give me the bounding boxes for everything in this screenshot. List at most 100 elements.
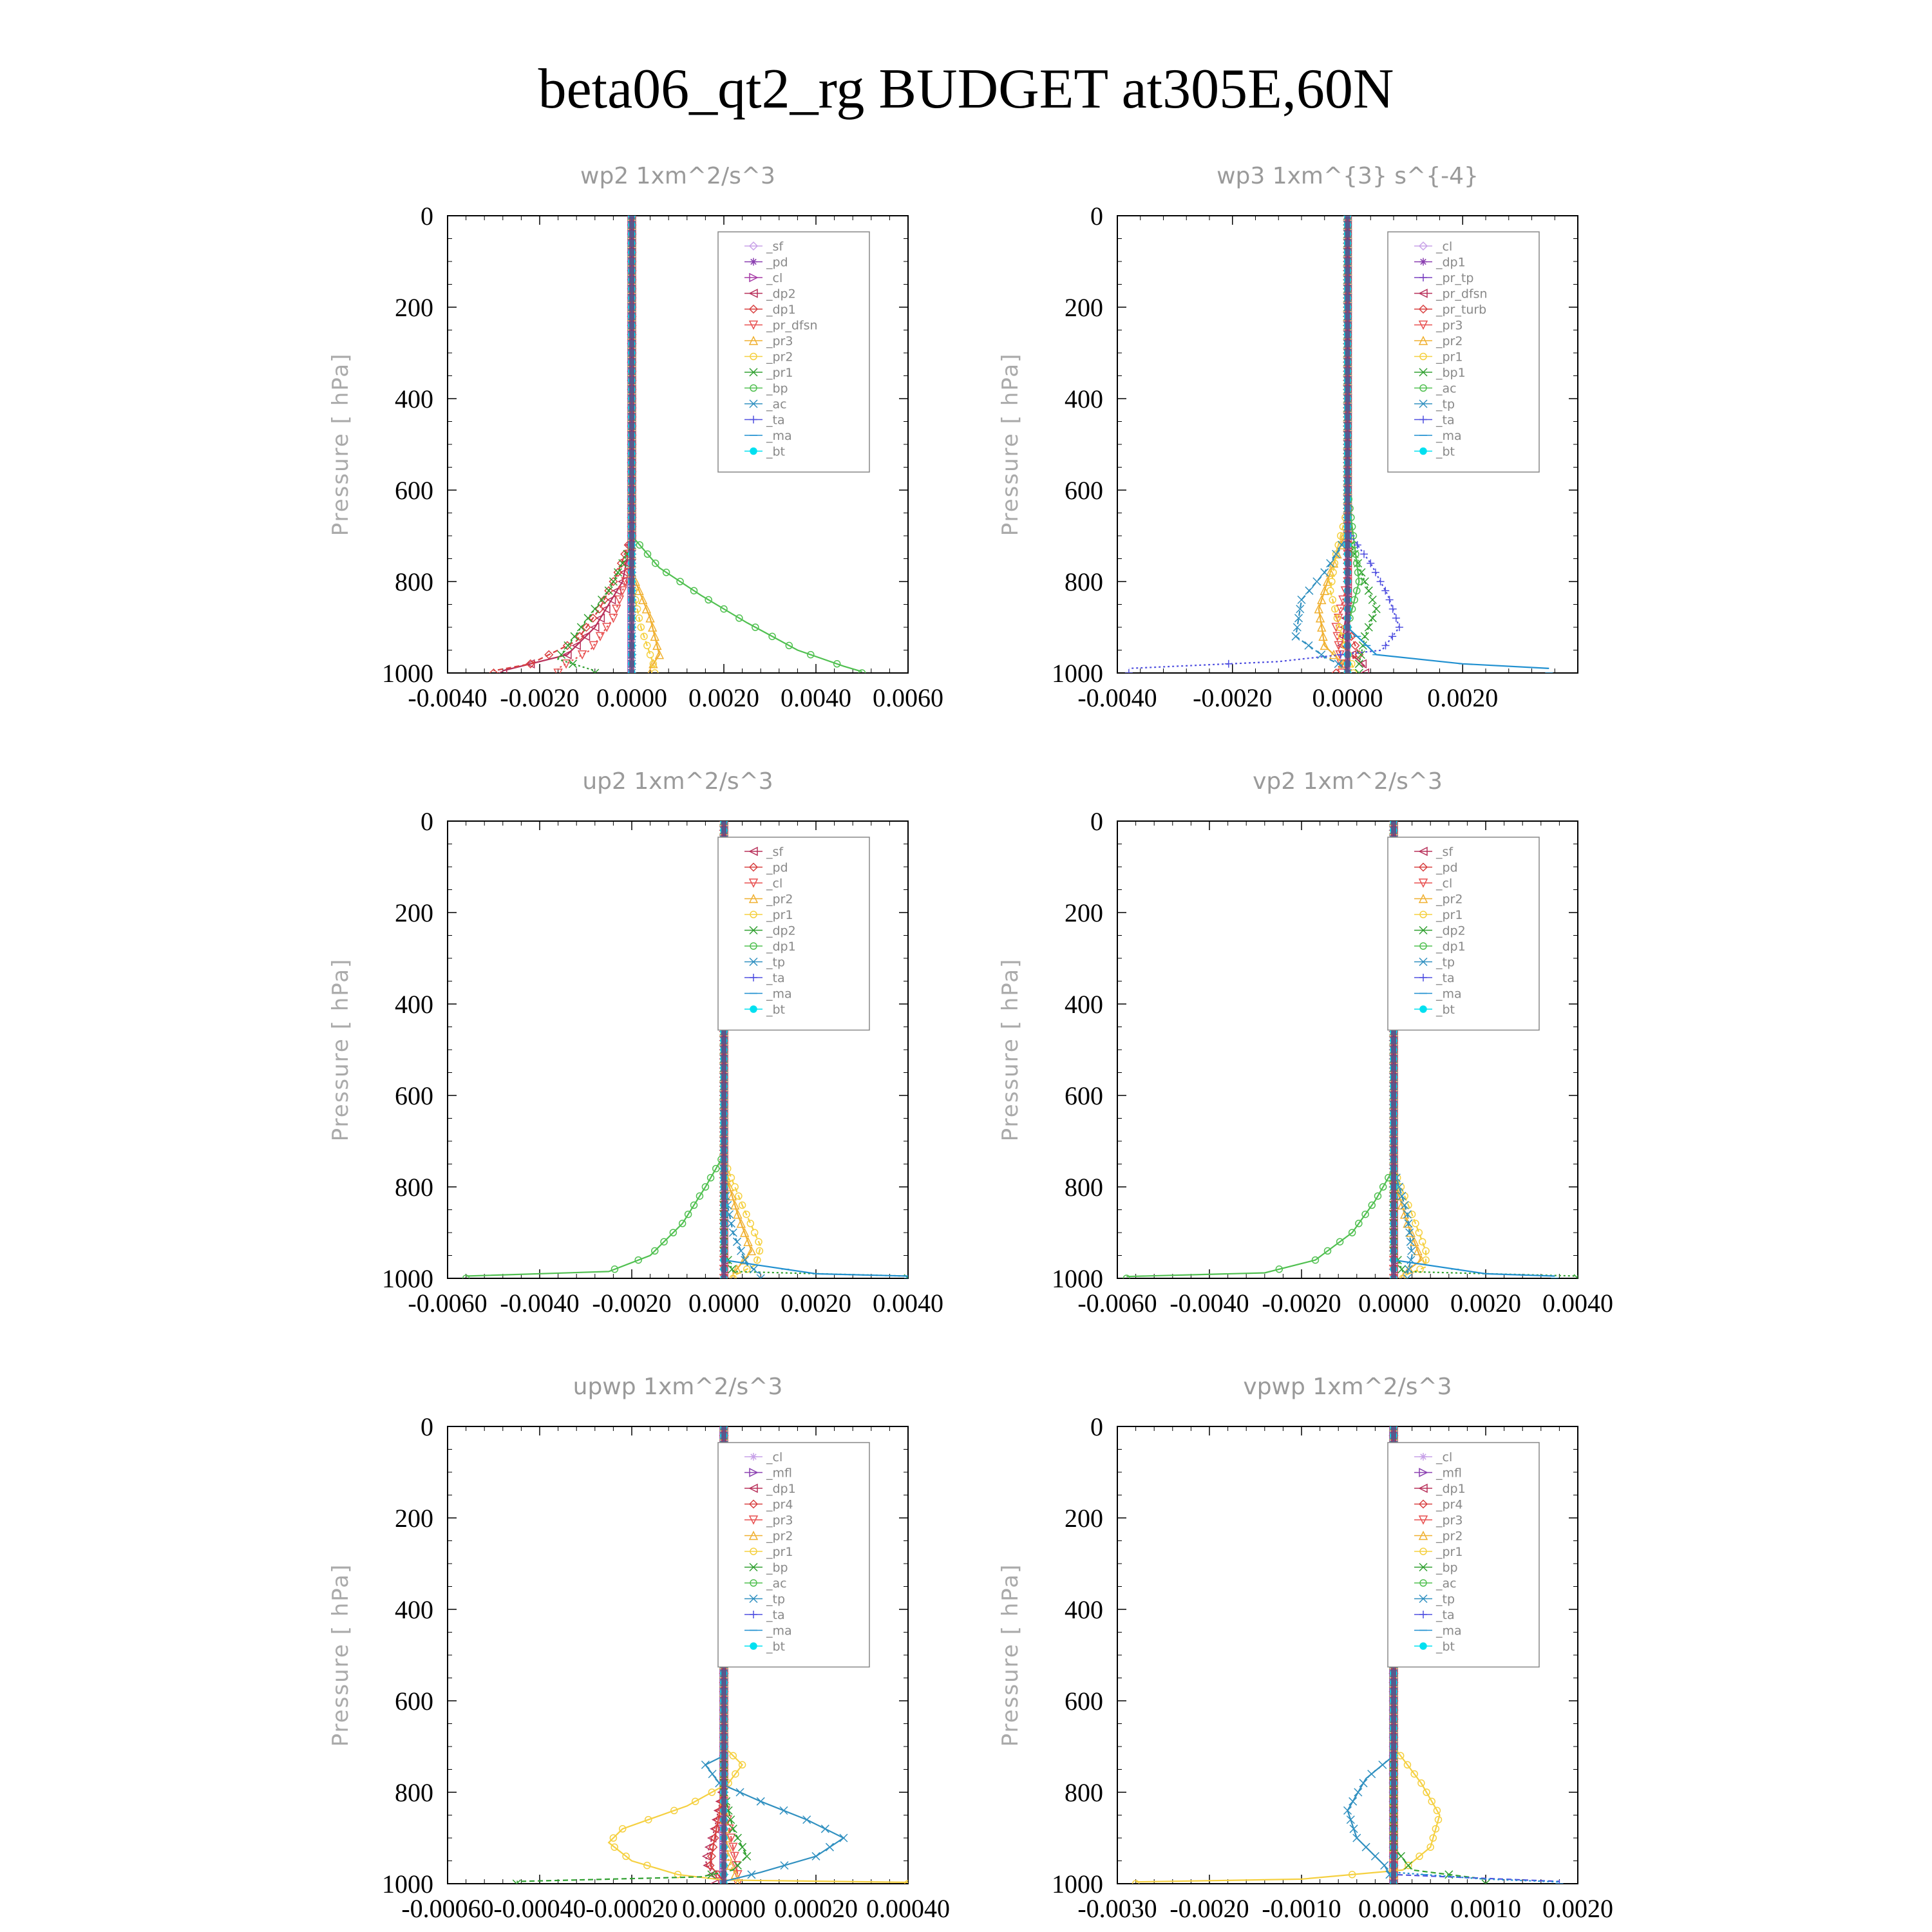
series-marker [526,659,535,668]
series-marker [1349,669,1358,673]
panel-title: vp2 1xm^2/s^3 [1253,768,1443,795]
series-marker [640,632,648,640]
series-marker [1353,587,1361,594]
legend-entry: _pr1 [766,366,793,380]
legend-marker [1418,878,1428,888]
series-marker [676,578,684,585]
x-tick-label: -0.0010 [1262,1894,1341,1923]
y-tick-label: 800 [1065,1778,1103,1807]
series-marker [730,1852,739,1862]
series-marker [614,568,623,577]
legend-entry: _cl [766,1450,782,1464]
series-marker [643,1861,651,1870]
series-marker [1368,1201,1376,1209]
legend-marker [1419,447,1427,455]
panel-upwp: upwp 1xm^2/s^3 Pressure [ hPa] 0 200 400 600 8… [328,1374,950,1923]
y-axis-label: Pressure [ hPa] [998,353,1023,536]
series-marker [1368,595,1377,604]
series-marker [575,632,585,641]
series-marker [660,1238,668,1245]
legend-marker [750,1548,757,1555]
series-marker [1337,668,1347,673]
y-tick-label: 600 [1065,1081,1103,1110]
series-marker [591,668,600,673]
y-tick-label: 200 [1065,1504,1103,1533]
legend-marker [1418,241,1428,251]
series-marker [1573,1274,1578,1278]
series-marker [690,1201,698,1209]
series-marker [1354,569,1362,576]
series-marker [1392,614,1400,622]
legend-entry: _bt [766,1003,785,1017]
series-marker [750,1229,759,1236]
y-tick-label: 0 [1090,1412,1103,1441]
series-marker [1311,1256,1320,1264]
legend-marker [750,911,757,918]
legend-entry: _sf [766,240,784,254]
y-tick-label: 600 [1065,476,1103,505]
legend-marker [748,1483,758,1493]
y-tick-label: 600 [395,1687,433,1716]
legend-marker [748,1499,759,1509]
series-marker [649,660,658,668]
x-tick-label: 0.0020 [781,1289,851,1318]
series-marker [733,1209,743,1219]
legend-marker [749,1562,758,1572]
legend-entry: _pd [766,256,788,270]
legend-marker [1419,1453,1427,1461]
legend-marker [750,942,757,950]
series-marker [609,1834,618,1842]
series-marker [600,595,609,605]
series-marker [1326,587,1334,594]
series-marker [1397,1200,1407,1210]
series-marker [839,1833,848,1842]
series-marker [705,596,712,604]
series-marker [611,1265,619,1273]
y-tick-label: 800 [1065,1173,1103,1202]
series-marker [706,1852,716,1861]
series-marker [820,1824,829,1833]
x-tick-label: 0.0000 [1312,683,1383,712]
series-marker [1334,641,1343,651]
legend-entry: _bt [1435,445,1455,459]
legend-entry: _pr1 [1435,1545,1463,1559]
figure-title: beta06_qt2_rg BUDGET at305E,60N [538,58,1394,120]
legend-marker [1418,846,1428,857]
series-line-bp [516,1426,748,1882]
y-tick-label: 0 [421,1412,433,1441]
legend-entry: _ma [1435,429,1462,443]
series-marker [1361,1210,1369,1218]
series-marker [726,1833,736,1843]
legend-marker [750,415,757,424]
series-marker [756,1797,765,1806]
legend-entry: _pr2 [1435,1530,1463,1544]
series-marker [594,604,605,614]
series-marker [1224,659,1233,668]
series-marker [1329,596,1337,604]
y-tick-label: 200 [395,293,433,322]
series-marker [720,605,728,613]
series-marker [730,1200,740,1210]
legend-marker [748,336,759,345]
y-axis-label: Pressure [ hPa] [998,958,1023,1142]
legend-entry: _pr_dfsn [766,319,818,333]
series-marker [705,1861,715,1870]
legend-marker [750,1611,757,1618]
series-marker [708,1788,716,1796]
series-marker [1422,1247,1430,1255]
series-marker [651,1247,659,1255]
legend-entry: _dp2 [766,924,796,938]
legend-entry: _tp [766,1593,785,1607]
series-marker [1397,1265,1406,1274]
series-marker [726,1815,735,1824]
series-marker [1332,632,1342,641]
series-marker [1422,1256,1430,1264]
legend-marker [1418,1499,1428,1509]
series-marker [712,1164,720,1173]
series-marker [1320,585,1329,595]
series-line-ma [1392,1426,1560,1883]
legend-entry: _bt [1435,1003,1455,1017]
series-marker [618,586,627,596]
series-marker [1354,1788,1363,1797]
series-marker [618,1825,627,1833]
